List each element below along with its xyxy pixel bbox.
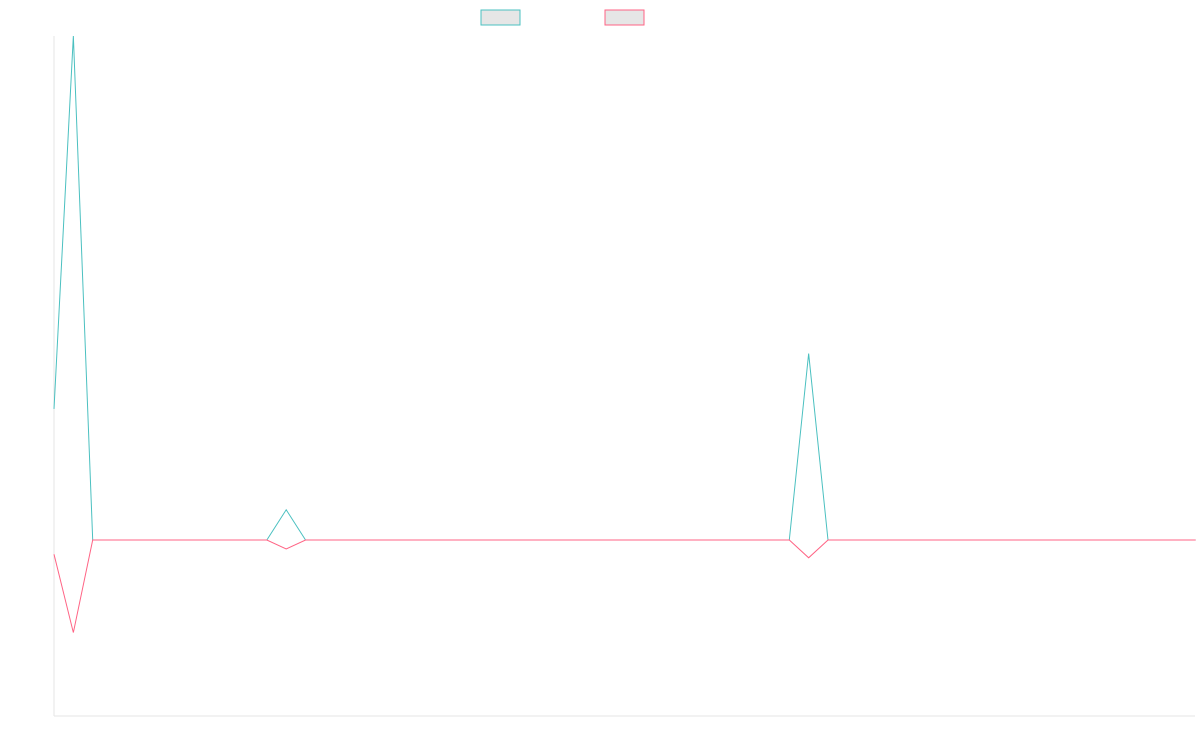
legend [480,9,645,26]
legend-swatch-series-2[interactable] [604,9,645,26]
series-2-line [53,539,1196,633]
axes [53,36,1195,717]
legend-swatch-series-1[interactable] [480,9,521,26]
series-2 [53,539,1196,633]
series-1 [53,35,1196,541]
series-layer [53,35,1196,633]
series-1-line [53,35,1196,541]
